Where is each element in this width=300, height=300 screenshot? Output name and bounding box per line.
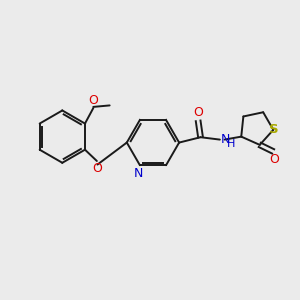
Text: N: N (134, 167, 143, 180)
Text: N: N (220, 133, 230, 146)
Text: O: O (92, 162, 102, 175)
Text: H: H (226, 139, 235, 149)
Text: O: O (193, 106, 203, 119)
Text: O: O (269, 153, 279, 166)
Text: O: O (88, 94, 98, 107)
Text: S: S (269, 123, 279, 136)
